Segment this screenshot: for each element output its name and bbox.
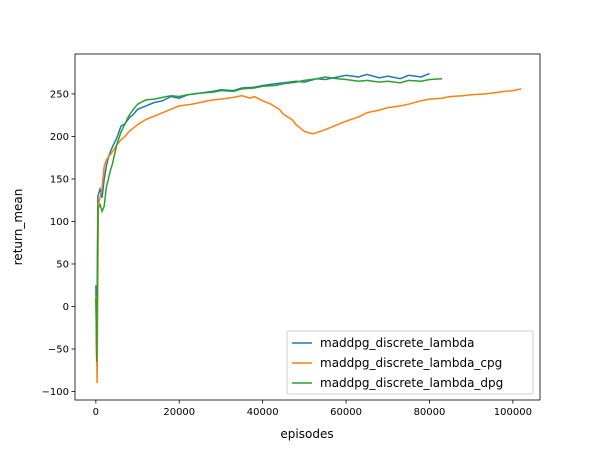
y-tick-label: 200 xyxy=(50,132,69,143)
legend-label: maddpg_discrete_lambda_cpg xyxy=(320,356,502,370)
y-tick-label: 50 xyxy=(56,259,69,270)
x-tick-label: 60000 xyxy=(330,407,362,418)
series-line-maddpg_discrete_lambda_dpg xyxy=(95,76,443,362)
y-axis-label: return_mean xyxy=(11,189,25,266)
x-tick-label: 20000 xyxy=(163,407,195,418)
x-tick-label: 40000 xyxy=(247,407,279,418)
x-tick-label: 0 xyxy=(93,407,99,418)
axes-frame xyxy=(74,53,541,401)
y-tick-label: 0 xyxy=(63,302,69,313)
y-tick-label: 150 xyxy=(50,174,69,185)
legend-box xyxy=(286,330,534,395)
legend-label: maddpg_discrete_lambda_dpg xyxy=(320,376,503,390)
y-tick-label: −50 xyxy=(48,344,69,355)
legend-label: maddpg_discrete_lambda xyxy=(320,336,474,350)
x-axis-label: episodes xyxy=(280,427,333,441)
legend: maddpg_discrete_lambda maddpg_discrete_la… xyxy=(286,330,534,395)
y-tick-label: 250 xyxy=(50,89,69,100)
y-tick-label: 100 xyxy=(50,217,69,228)
series-line-maddpg_discrete_lambda xyxy=(95,72,430,358)
x-tick-label: 80000 xyxy=(414,407,446,418)
x-tick-label: 100000 xyxy=(494,407,532,418)
y-tick-label: −100 xyxy=(42,387,69,398)
